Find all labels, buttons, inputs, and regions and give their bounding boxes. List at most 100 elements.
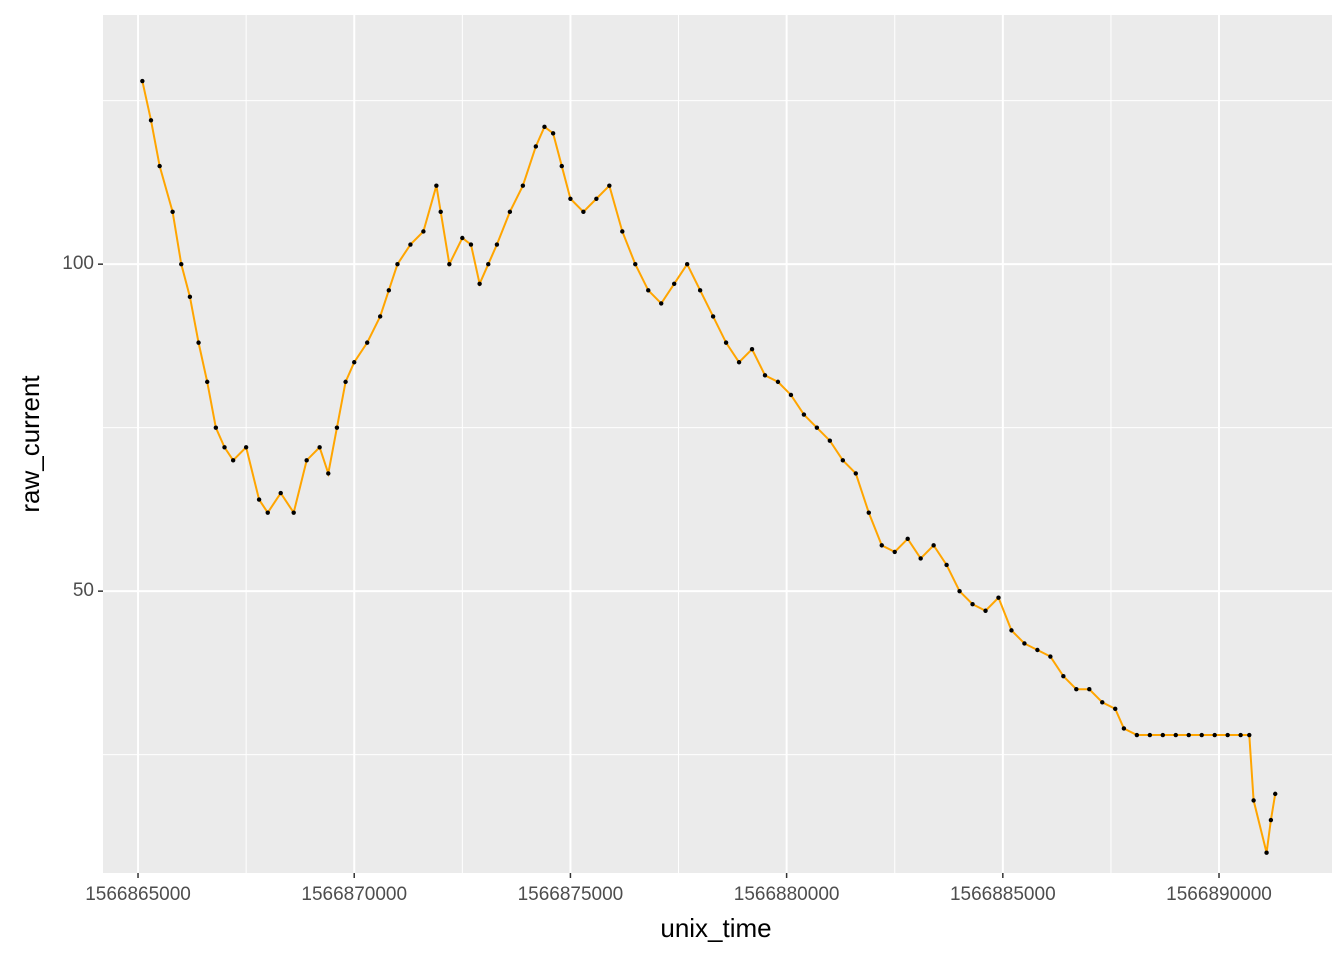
x-tick-label: 1566870000 bbox=[301, 884, 407, 905]
data-point bbox=[723, 340, 729, 345]
y-tick-label: 100 bbox=[62, 253, 94, 274]
data-point bbox=[1074, 687, 1079, 692]
data-point bbox=[187, 294, 193, 300]
data-point bbox=[646, 288, 651, 293]
data-point bbox=[460, 235, 465, 241]
data-point bbox=[1113, 706, 1118, 712]
data-point bbox=[581, 209, 586, 215]
data-point bbox=[170, 209, 175, 215]
data-point bbox=[179, 261, 184, 267]
data-point bbox=[944, 562, 949, 568]
data-point bbox=[853, 471, 859, 476]
data-point bbox=[892, 549, 897, 555]
data-point bbox=[438, 209, 443, 215]
data-point bbox=[395, 261, 400, 267]
data-point bbox=[1212, 732, 1217, 738]
data-point bbox=[1147, 732, 1153, 738]
data-point bbox=[1009, 628, 1014, 633]
data-point bbox=[736, 360, 742, 365]
data-point bbox=[507, 209, 513, 215]
data-point bbox=[196, 340, 201, 345]
data-point bbox=[434, 183, 439, 188]
data-point bbox=[421, 229, 426, 234]
data-point bbox=[918, 556, 923, 561]
data-point bbox=[633, 261, 638, 267]
data-point bbox=[697, 288, 703, 293]
data-point bbox=[814, 425, 820, 430]
data-point bbox=[1061, 673, 1066, 679]
data-point bbox=[684, 261, 690, 267]
data-point bbox=[352, 360, 357, 365]
data-point bbox=[408, 242, 413, 247]
data-point bbox=[762, 373, 768, 378]
data-point bbox=[1087, 687, 1092, 692]
data-point bbox=[1035, 647, 1040, 653]
data-point bbox=[520, 183, 526, 188]
data-point bbox=[278, 490, 283, 496]
data-point bbox=[1134, 732, 1140, 738]
data-point bbox=[157, 163, 162, 169]
data-point bbox=[486, 261, 491, 267]
data-point bbox=[931, 543, 936, 548]
data-point bbox=[1247, 732, 1252, 738]
data-point bbox=[801, 412, 807, 417]
data-point bbox=[1121, 726, 1127, 731]
data-point bbox=[1022, 641, 1027, 646]
y-axis-title: raw_current bbox=[15, 375, 45, 513]
data-point bbox=[827, 438, 833, 443]
data-point bbox=[326, 471, 331, 476]
x-tick-label: 1566880000 bbox=[734, 884, 840, 905]
data-point bbox=[671, 281, 677, 286]
data-point bbox=[205, 379, 210, 385]
data-point bbox=[304, 458, 309, 463]
data-point bbox=[788, 392, 794, 398]
data-point bbox=[607, 183, 612, 188]
data-point bbox=[1251, 798, 1256, 803]
data-point bbox=[568, 196, 573, 201]
data-point bbox=[243, 445, 249, 450]
x-tick-label: 1566865000 bbox=[85, 884, 191, 905]
data-point bbox=[477, 281, 482, 286]
data-point bbox=[1264, 850, 1269, 855]
data-point bbox=[265, 510, 270, 515]
data-point bbox=[840, 458, 846, 463]
data-point bbox=[1100, 700, 1105, 705]
data-point bbox=[957, 588, 962, 594]
data-point bbox=[1273, 791, 1278, 797]
data-point bbox=[1225, 732, 1230, 738]
data-point bbox=[1048, 654, 1053, 659]
panel bbox=[103, 15, 1332, 873]
data-point bbox=[1160, 732, 1166, 738]
data-point bbox=[256, 497, 262, 502]
data-point bbox=[710, 314, 716, 319]
data-point bbox=[1199, 732, 1204, 738]
data-point bbox=[905, 536, 910, 542]
data-point bbox=[1173, 732, 1178, 738]
data-point bbox=[996, 595, 1001, 600]
data-point bbox=[620, 229, 625, 234]
data-point bbox=[983, 608, 988, 613]
x-tick-label: 1566875000 bbox=[518, 884, 624, 905]
x-axis-title: unix_time bbox=[660, 913, 771, 943]
data-point bbox=[222, 445, 227, 450]
data-point bbox=[1238, 732, 1243, 738]
data-point bbox=[533, 144, 539, 149]
data-point bbox=[775, 379, 781, 385]
data-point bbox=[148, 118, 154, 123]
data-point bbox=[317, 445, 322, 450]
data-point bbox=[1268, 817, 1274, 823]
x-tick-label: 1566890000 bbox=[1166, 884, 1272, 905]
data-point bbox=[213, 425, 219, 430]
data-point bbox=[468, 242, 474, 247]
data-point bbox=[1186, 732, 1191, 738]
data-point bbox=[140, 78, 145, 84]
data-point bbox=[559, 163, 564, 169]
data-point bbox=[749, 346, 755, 352]
data-point bbox=[542, 124, 547, 130]
data-point bbox=[970, 602, 975, 607]
data-point bbox=[550, 131, 556, 136]
x-tick-label: 1566885000 bbox=[950, 884, 1056, 905]
data-point bbox=[377, 314, 383, 319]
data-point bbox=[230, 458, 236, 463]
